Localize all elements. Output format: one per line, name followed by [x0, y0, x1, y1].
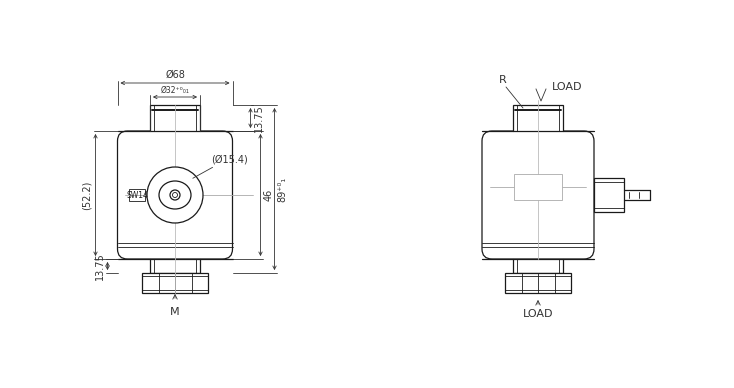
Ellipse shape [159, 181, 191, 209]
Bar [150, 105, 200, 131]
Text: 89⁺⁰₁: 89⁺⁰₁ [277, 177, 288, 202]
Text: SW14: SW14 [126, 191, 148, 199]
Circle shape [147, 167, 203, 223]
Bar [142, 273, 208, 293]
Bar [129, 189, 145, 201]
Text: LOAD: LOAD [552, 82, 583, 92]
Text: M: M [170, 307, 180, 317]
Text: 46: 46 [264, 189, 274, 201]
Text: 13.75: 13.75 [253, 104, 264, 132]
Bar [594, 178, 624, 212]
Text: R: R [499, 75, 507, 85]
Bar [513, 259, 563, 273]
Text: 13.75: 13.75 [95, 252, 104, 280]
Bar [505, 273, 571, 293]
Bar [513, 105, 563, 131]
Text: Ø68: Ø68 [165, 70, 185, 80]
Bar [150, 259, 200, 273]
Circle shape [172, 192, 178, 197]
FancyBboxPatch shape [117, 131, 233, 259]
Bar [514, 174, 562, 200]
Text: LOAD: LOAD [523, 309, 553, 319]
Text: Ø32⁺⁰₀₁: Ø32⁺⁰₀₁ [161, 86, 189, 95]
Text: (52.2): (52.2) [81, 180, 92, 210]
Circle shape [170, 190, 180, 200]
FancyBboxPatch shape [482, 131, 594, 259]
Text: (Ø15.4): (Ø15.4) [211, 155, 248, 165]
